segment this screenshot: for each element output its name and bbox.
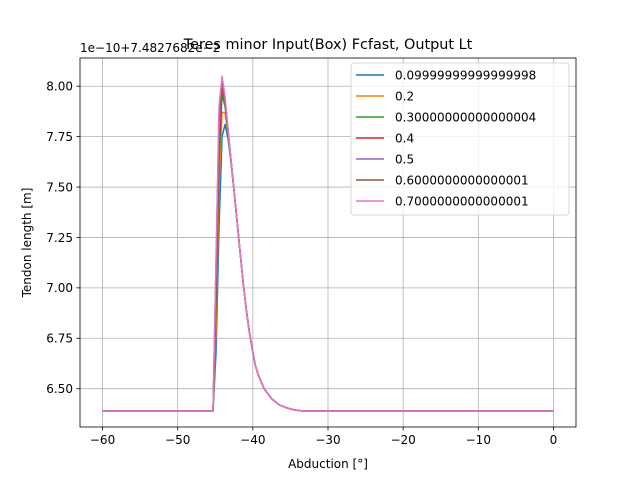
y-tick-label: 6.50 xyxy=(46,382,73,396)
y-tick-label: 7.50 xyxy=(46,180,73,194)
legend-label: 0.09999999999999998 xyxy=(395,68,536,82)
series-layer xyxy=(102,75,554,412)
y-tick-label: 7.00 xyxy=(46,281,73,295)
y-offset-label: 1e−10+7.4827682e−2 xyxy=(80,41,220,55)
legend-label: 0.30000000000000004 xyxy=(395,110,536,124)
legend: 0.09999999999999998 0.2 0.3000000000000000… xyxy=(350,62,570,216)
x-tick-label: −20 xyxy=(390,433,415,447)
y-tick-label: 7.25 xyxy=(46,231,73,245)
y-tick-label: 7.75 xyxy=(46,130,73,144)
y-tick-label: 8.00 xyxy=(46,80,73,94)
x-tick-label: −40 xyxy=(240,433,265,447)
legend-label: 0.4 xyxy=(395,131,414,145)
x-tick-label: −30 xyxy=(315,433,340,447)
y-axis: 6.50 6.75 7.00 7.25 7.50 7.75 8.00 xyxy=(46,80,80,396)
x-axis: −60 −50 −40 −30 −20 −10 0 xyxy=(90,427,557,447)
series-line xyxy=(102,75,554,412)
x-tick-label: 0 xyxy=(550,433,558,447)
y-axis-title: Tendon length [m] xyxy=(20,188,34,299)
legend-label: 0.2 xyxy=(395,89,414,103)
x-tick-label: −50 xyxy=(165,433,190,447)
y-tick-label: 6.75 xyxy=(46,332,73,346)
x-tick-label: −60 xyxy=(90,433,115,447)
x-axis-title: Abduction [°] xyxy=(288,457,368,471)
chart-title: Teres minor Input(Box) Fcfast, Output Lt xyxy=(183,37,473,53)
x-tick-label: −10 xyxy=(466,433,491,447)
legend-frame xyxy=(350,62,570,216)
legend-label: 0.5 xyxy=(395,152,414,166)
legend-label: 0.7000000000000001 xyxy=(395,194,529,208)
legend-label: 0.6000000000000001 xyxy=(395,173,529,187)
